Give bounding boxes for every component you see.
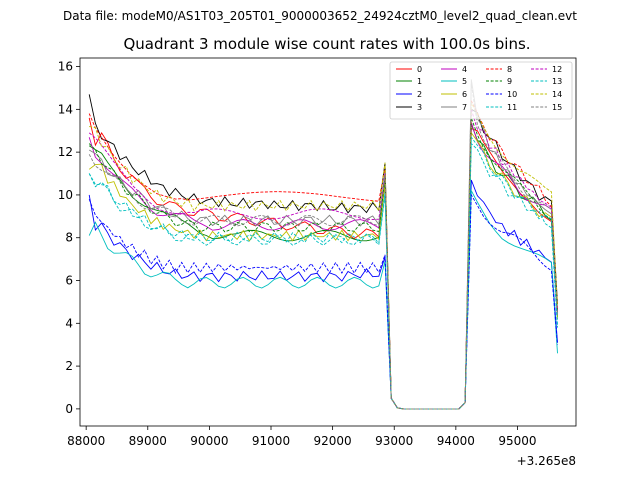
legend-label-3: 3 <box>417 103 422 112</box>
legend-label-11: 11 <box>507 103 517 112</box>
series-line-4 <box>88 122 558 410</box>
legend-label-0: 0 <box>417 65 422 74</box>
x-offset-label: +3.265e8 <box>517 454 576 468</box>
x-tick-label: 92000 <box>314 434 352 448</box>
y-tick-label: 14 <box>58 102 73 116</box>
y-axis: 0 2 4 6 8 10 12 14 16 <box>58 60 80 416</box>
x-tick-label: 90000 <box>190 434 228 448</box>
series-line-12 <box>88 109 558 410</box>
legend-label-12: 12 <box>552 65 562 74</box>
series-line-15 <box>88 83 558 410</box>
y-tick-label: 8 <box>65 231 73 245</box>
y-tick-label: 2 <box>65 359 73 373</box>
x-tick-label: 94000 <box>437 434 475 448</box>
y-tick-label: 0 <box>65 402 73 416</box>
legend-label-13: 13 <box>552 77 562 86</box>
legend-label-2: 2 <box>417 90 422 99</box>
y-tick-label: 6 <box>65 274 73 288</box>
x-tick-label: 93000 <box>375 434 413 448</box>
series-line-11 <box>88 142 558 410</box>
legend-label-6: 6 <box>462 90 467 99</box>
series-line-5 <box>88 188 558 410</box>
chart-title: Quadrant 3 module wise count rates with … <box>123 35 530 53</box>
legend-label-8: 8 <box>507 65 512 74</box>
x-tick-label: 95000 <box>498 434 536 448</box>
x-axis: 88000 89000 90000 91000 92000 93000 94000 95000 <box>67 426 537 448</box>
series-line-13 <box>88 135 558 410</box>
series-line-10 <box>88 193 558 410</box>
y-tick-label: 16 <box>58 60 73 74</box>
legend-label-15: 15 <box>552 103 562 112</box>
legend-label-1: 1 <box>417 77 422 86</box>
series-line-2 <box>88 179 558 410</box>
chart-suptitle: Data file: modeM0/AS1T03_205T01_90000036… <box>63 9 577 23</box>
y-tick-label: 12 <box>58 145 73 159</box>
series-layer <box>88 79 558 410</box>
legend-label-4: 4 <box>462 65 467 74</box>
x-tick-label: 91000 <box>252 434 290 448</box>
axes-frame <box>79 57 577 427</box>
x-tick-label: 88000 <box>67 434 105 448</box>
legend-label-7: 7 <box>462 103 467 112</box>
legend-label-5: 5 <box>462 77 467 86</box>
series-line-9 <box>88 117 558 410</box>
legend-label-14: 14 <box>552 90 562 99</box>
x-tick-label: 89000 <box>129 434 167 448</box>
series-line-0 <box>88 117 558 410</box>
y-tick-label: 4 <box>65 316 73 330</box>
legend-label-10: 10 <box>507 90 517 99</box>
series-line-6 <box>88 131 558 410</box>
y-tick-label: 10 <box>58 188 73 202</box>
legend-label-9: 9 <box>507 77 512 86</box>
legend-frame <box>389 61 573 120</box>
